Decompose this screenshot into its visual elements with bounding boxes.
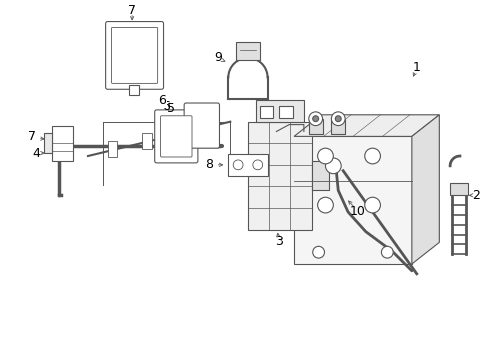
Bar (172, 127, 181, 142)
Bar (260, 106, 273, 118)
Text: 10: 10 (350, 206, 366, 219)
Circle shape (318, 148, 333, 164)
Circle shape (365, 148, 380, 164)
Bar (294, 136, 412, 264)
Text: 8: 8 (205, 158, 213, 171)
Bar (129, 85, 139, 95)
FancyBboxPatch shape (112, 27, 158, 84)
Circle shape (253, 160, 263, 170)
Circle shape (313, 246, 324, 258)
Text: 9: 9 (215, 51, 222, 64)
Bar (44, 134, 51, 153)
Polygon shape (294, 115, 440, 136)
Bar (312, 161, 329, 190)
Text: 6: 6 (163, 100, 171, 113)
Text: 1: 1 (413, 61, 421, 74)
Circle shape (318, 197, 333, 213)
Bar (256, 100, 304, 122)
Text: 4: 4 (32, 147, 40, 159)
Text: 7: 7 (128, 4, 136, 17)
FancyBboxPatch shape (155, 110, 198, 163)
Circle shape (313, 116, 318, 122)
Text: 6: 6 (158, 94, 166, 107)
Text: 3: 3 (275, 235, 283, 248)
Polygon shape (412, 115, 440, 264)
Text: 2: 2 (472, 189, 480, 202)
Circle shape (325, 158, 341, 174)
Bar (248, 122, 312, 230)
Circle shape (335, 116, 341, 122)
FancyBboxPatch shape (161, 116, 192, 157)
Bar (108, 141, 118, 157)
FancyBboxPatch shape (106, 22, 164, 89)
Bar (331, 119, 345, 134)
FancyBboxPatch shape (184, 103, 220, 148)
Bar (142, 134, 152, 149)
Bar (279, 106, 293, 118)
Circle shape (331, 112, 345, 126)
Bar (51, 126, 73, 161)
Bar (236, 42, 260, 60)
Bar (450, 184, 468, 195)
Circle shape (381, 246, 393, 258)
Circle shape (365, 197, 380, 213)
Circle shape (309, 112, 322, 126)
Text: 7: 7 (28, 130, 36, 143)
Bar (309, 119, 322, 134)
Bar (201, 120, 211, 135)
Bar (228, 154, 268, 176)
Text: 5: 5 (168, 102, 175, 116)
Circle shape (233, 160, 243, 170)
